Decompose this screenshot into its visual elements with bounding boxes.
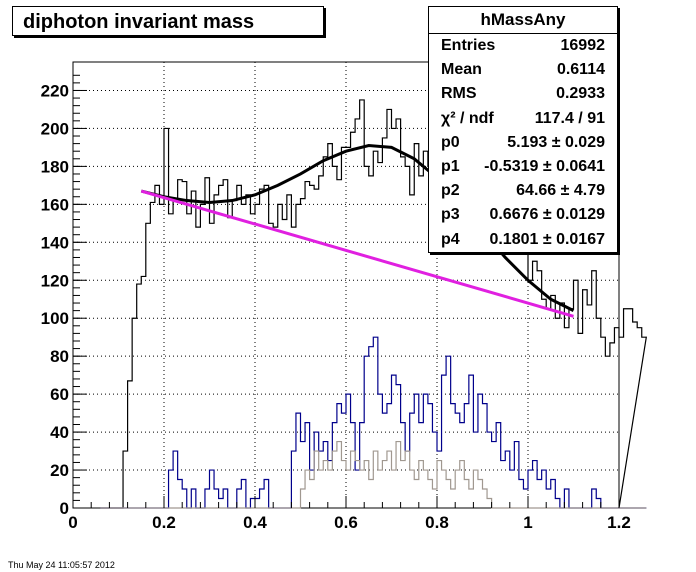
stats-label: RMS bbox=[441, 85, 477, 103]
stats-row-mean: Mean 0.6114 bbox=[429, 58, 617, 82]
stats-row-p4: p4 0.1801 ± 0.0167 bbox=[429, 228, 617, 252]
stats-value: 16992 bbox=[560, 37, 606, 54]
stats-box: hMassAny Entries 16992 Mean 0.6114 RMS 0… bbox=[428, 6, 618, 253]
x-tick-label: 1 bbox=[523, 513, 532, 532]
histograms bbox=[100, 99, 648, 509]
stats-row-p3: p3 0.6676 ± 0.0129 bbox=[429, 203, 617, 227]
stats-value: 0.1801 ± 0.0167 bbox=[489, 230, 605, 248]
x-tick-label: 1.2 bbox=[607, 513, 631, 532]
y-tick-label: 20 bbox=[50, 461, 69, 480]
stats-label: χ² / ndf bbox=[441, 109, 494, 127]
y-tick-label: 140 bbox=[41, 233, 69, 252]
x-tick-label: 0.8 bbox=[425, 513, 449, 532]
stats-row-rms: RMS 0.2933 bbox=[429, 82, 617, 106]
stats-value: -0.5319 ± 0.0641 bbox=[484, 157, 605, 175]
timestamp-footer: Thu May 24 11:05:57 2012 bbox=[8, 560, 115, 570]
stats-label: p2 bbox=[441, 182, 460, 200]
stats-label: p0 bbox=[441, 133, 460, 151]
y-tick-label: 220 bbox=[41, 81, 69, 100]
stats-label: Mean bbox=[441, 61, 482, 79]
stats-value: 0.2933 bbox=[556, 85, 605, 103]
y-tick-label: 180 bbox=[41, 157, 69, 176]
stats-label: Entries bbox=[441, 37, 496, 54]
stats-label: p4 bbox=[441, 230, 460, 248]
x-tick-label: 0.6 bbox=[334, 513, 358, 532]
y-tick-label: 60 bbox=[50, 385, 69, 404]
y-tick-label: 200 bbox=[41, 119, 69, 138]
y-tick-label: 120 bbox=[41, 271, 69, 290]
axes: 0 0.2 0.4 0.6 0.8 1 1.2 0 20 40 60 80 100 120 140 160 18… bbox=[41, 74, 631, 532]
stats-label: p3 bbox=[441, 206, 460, 224]
stats-row-p1: p1 -0.5319 ± 0.0641 bbox=[429, 155, 617, 179]
y-tick-label: 80 bbox=[50, 347, 69, 366]
y-tick-label: 100 bbox=[41, 309, 69, 328]
stats-value: 0.6676 ± 0.0129 bbox=[489, 206, 605, 224]
fit-curve-4 bbox=[140, 189, 574, 318]
stats-row-p2: p2 64.66 ± 4.79 bbox=[429, 179, 617, 203]
fit-curves bbox=[140, 143, 575, 318]
stats-label: p1 bbox=[441, 157, 460, 175]
stats-row-p0: p0 5.193 ± 0.029 bbox=[429, 131, 617, 155]
y-tick-label: 40 bbox=[50, 423, 69, 442]
y-tick-label: 160 bbox=[41, 195, 69, 214]
histogram-series-0 bbox=[100, 99, 648, 509]
stats-row-chi2: χ² / ndf 117.4 / 91 bbox=[429, 107, 617, 131]
x-tick-label: 0.2 bbox=[152, 513, 176, 532]
chart-title: diphoton invariant mass bbox=[12, 6, 324, 36]
stats-value: 64.66 ± 4.79 bbox=[516, 182, 605, 200]
histogram-series-1 bbox=[100, 336, 647, 509]
stats-row-entries: Entries 16992 bbox=[429, 34, 617, 58]
histogram-series-2 bbox=[100, 440, 647, 509]
y-tick-label: 0 bbox=[60, 499, 69, 518]
stats-value: 117.4 / 91 bbox=[534, 109, 605, 127]
stats-value: 0.6114 bbox=[556, 61, 605, 79]
x-tick-label: 0 bbox=[68, 513, 77, 532]
stats-title: hMassAny bbox=[429, 7, 617, 34]
fit-curve-3 bbox=[140, 143, 575, 312]
x-tick-label: 0.4 bbox=[243, 513, 267, 532]
stats-value: 5.193 ± 0.029 bbox=[507, 133, 605, 151]
